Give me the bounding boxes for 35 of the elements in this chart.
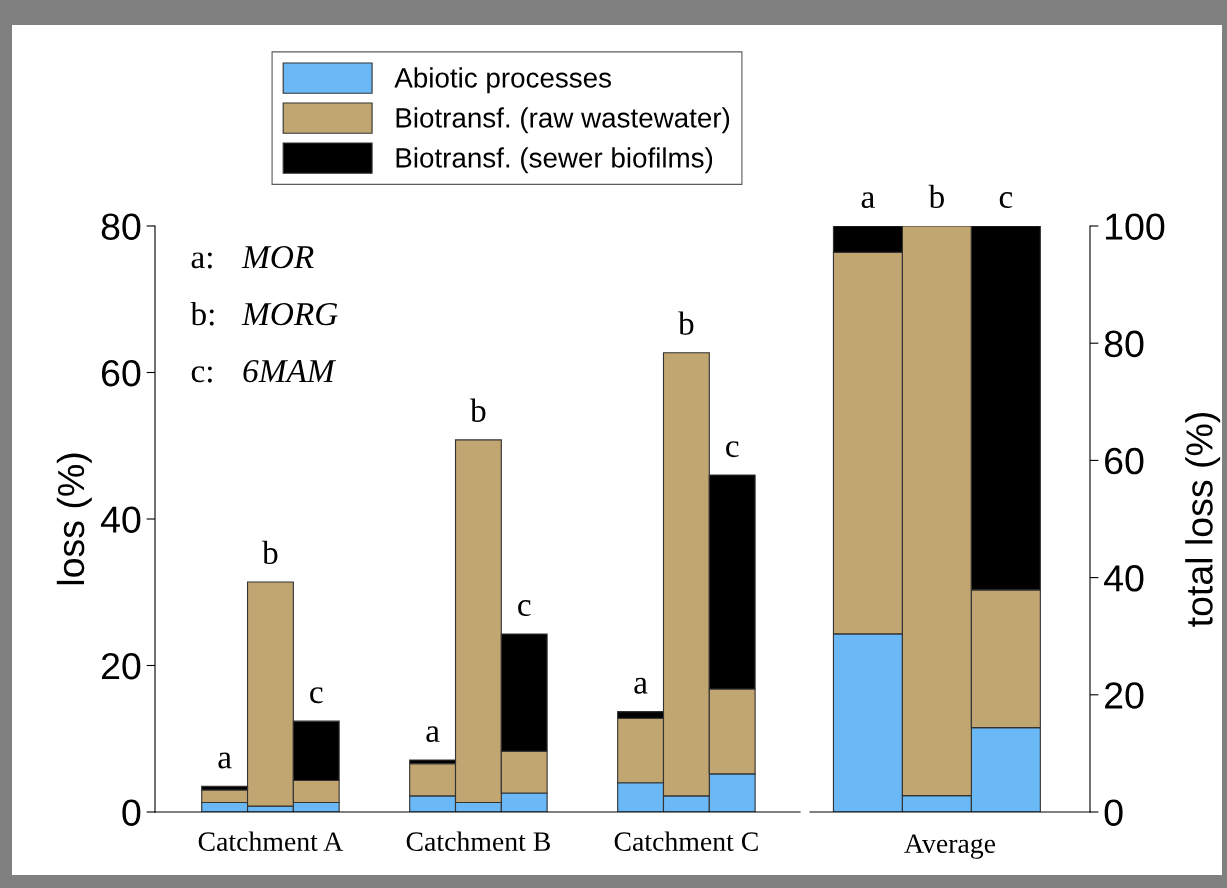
annotation: c: 6MAM	[191, 359, 337, 383]
y-tick-label: 100	[1106, 213, 1165, 240]
data-label: b	[262, 540, 278, 565]
text: Catchment C	[614, 831, 758, 851]
annotation: b: MORG	[190, 301, 338, 326]
data-label: c	[310, 687, 323, 704]
y-axis-title: total loss (%)	[1185, 412, 1221, 627]
y-tick-label: 80	[101, 213, 141, 240]
data-label: c	[999, 192, 1013, 209]
data-label: a	[634, 677, 648, 694]
data-label: b	[678, 311, 694, 335]
y-tick-label: 40	[100, 506, 141, 533]
y-tick-label: 60	[102, 359, 141, 387]
data-label: c	[518, 600, 531, 617]
y-tick-label: 40	[1104, 565, 1144, 592]
y-axis-title: loss (%)	[56, 453, 92, 585]
text: Catchment A	[198, 831, 344, 851]
y-tick-label: 80	[1104, 330, 1144, 358]
data-label: b	[470, 398, 486, 423]
data-label: a	[426, 726, 440, 743]
data-label: c	[726, 441, 739, 458]
legend-label: Biotransf. (raw wastewater)	[396, 107, 730, 134]
legend-label: Abiotic processes	[394, 67, 611, 94]
y-tick-label: 0	[1104, 799, 1123, 826]
y-tick-label: 20	[101, 652, 141, 680]
annotation: a: MOR	[191, 245, 314, 269]
legend-label: Biotransf. (sewer biofilms)	[396, 147, 713, 174]
text: Catchment B	[406, 831, 550, 851]
data-label: a	[861, 192, 875, 209]
x-axis-title: Average	[904, 834, 996, 859]
y-tick-label: 0	[122, 799, 141, 826]
y-tick-label: 20	[1105, 682, 1144, 709]
y-tick-label: 60	[1105, 447, 1144, 475]
data-label: b	[928, 184, 944, 209]
data-label: a	[218, 752, 232, 769]
